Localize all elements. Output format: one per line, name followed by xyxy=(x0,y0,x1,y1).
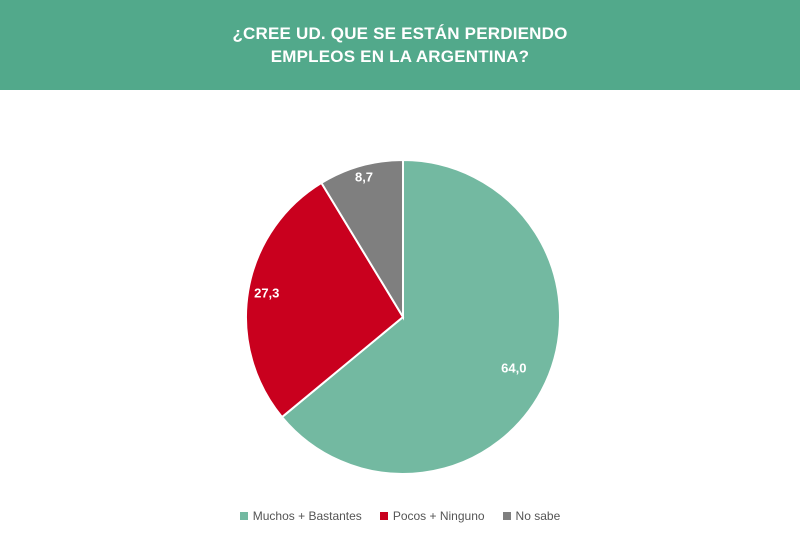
pie-slice-muchos-bastantes xyxy=(280,158,561,475)
data-label-no-sabe: 8,7 xyxy=(355,169,373,184)
data-label-muchos-bastantes: 64,0 xyxy=(501,361,526,376)
legend-swatch-muchos-bastantes xyxy=(239,512,248,520)
pie-slice-no-sabe xyxy=(320,158,404,321)
chart-title-line-1: ¿CREE UD. QUE SE ESTÁN PERDIENDO xyxy=(232,24,568,43)
legend-label-pocos-ninguno: Pocos + Ninguno xyxy=(392,509,485,523)
legend-item-muchos-bastantes: Muchos + Bastantes xyxy=(239,509,362,523)
chart-legend: Muchos + Bastantes Pocos + Ninguno No sa… xyxy=(0,509,800,523)
legend-swatch-no-sabe xyxy=(502,512,511,520)
data-label-pocos-ninguno: 27,3 xyxy=(254,286,279,301)
chart-title-line-2: EMPLEOS EN LA ARGENTINA? xyxy=(270,47,530,66)
legend-label-muchos-bastantes: Muchos + Bastantes xyxy=(252,509,362,523)
legend-item-pocos-ninguno: Pocos + Ninguno xyxy=(379,509,485,523)
legend-swatch-pocos-ninguno xyxy=(379,512,388,520)
legend-item-no-sabe: No sabe xyxy=(502,509,561,523)
legend-label-no-sabe: No sabe xyxy=(515,509,561,523)
pie-slice-pocos-ninguno xyxy=(245,181,405,419)
header-banner: ¿CREE UD. QUE SE ESTÁN PERDIENDO EMPLEOS… xyxy=(0,0,800,90)
